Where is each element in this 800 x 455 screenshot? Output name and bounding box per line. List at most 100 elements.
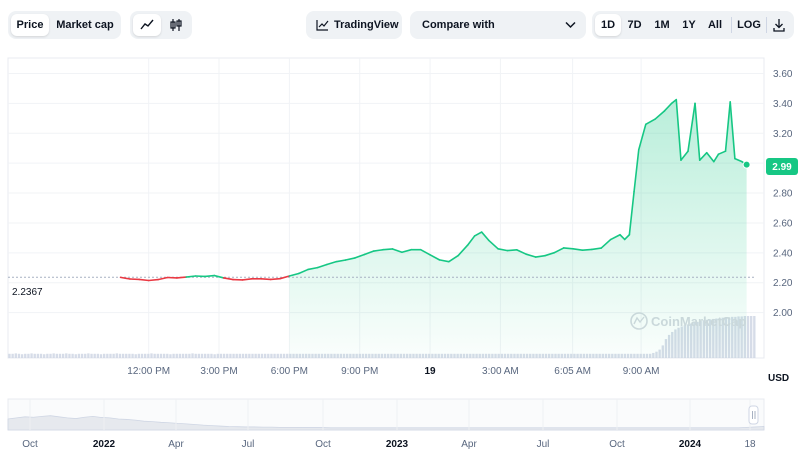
volume-bar bbox=[611, 353, 614, 358]
volume-bar bbox=[639, 353, 642, 358]
tradingview-label: TradingView bbox=[334, 19, 399, 31]
candlestick-button[interactable] bbox=[162, 14, 190, 36]
price-line-segment bbox=[712, 153, 720, 163]
price-line-segment bbox=[609, 233, 621, 241]
volume-bar bbox=[52, 353, 55, 358]
volume-bar bbox=[661, 345, 664, 358]
volume-bar bbox=[134, 354, 137, 358]
volume-bar bbox=[415, 353, 418, 358]
range-1m[interactable]: 1M bbox=[654, 19, 670, 31]
volume-bar bbox=[418, 353, 421, 358]
volume-bar bbox=[308, 353, 311, 358]
volume-bar bbox=[238, 353, 242, 358]
overview-range-handle[interactable] bbox=[748, 405, 759, 425]
volume-bar bbox=[380, 353, 384, 358]
volume-bar bbox=[235, 353, 238, 358]
volume-bar bbox=[248, 353, 251, 358]
volume-bar bbox=[175, 353, 178, 358]
volume-bar bbox=[623, 353, 627, 358]
y-tick-label: 3.60 bbox=[773, 69, 793, 80]
price-line-segment bbox=[354, 253, 366, 259]
volume-bar bbox=[459, 353, 462, 358]
line-chart-button[interactable] bbox=[133, 14, 161, 36]
range-1y[interactable]: 1Y bbox=[682, 19, 696, 31]
volume-bar bbox=[402, 353, 406, 358]
volume-bar bbox=[327, 353, 330, 358]
volume-bar bbox=[368, 353, 371, 358]
volume-bar bbox=[49, 353, 52, 358]
overview-x-tick-label: 2022 bbox=[93, 439, 116, 450]
price-line-segment bbox=[562, 247, 574, 250]
volume-bar bbox=[387, 353, 390, 358]
volume-bar bbox=[289, 353, 292, 358]
volume-bar bbox=[437, 353, 440, 358]
volume-bar bbox=[273, 353, 276, 358]
volume-bar bbox=[749, 316, 753, 358]
download-button[interactable] bbox=[768, 14, 790, 36]
volume-bar bbox=[535, 353, 538, 358]
volume-bar bbox=[592, 353, 595, 358]
volume-bar bbox=[636, 353, 639, 358]
range-7d[interactable]: 7D bbox=[627, 19, 642, 31]
volume-bar bbox=[106, 353, 109, 358]
volume-bar bbox=[431, 353, 434, 358]
volume-bar bbox=[648, 353, 652, 358]
volume-bar bbox=[295, 353, 298, 358]
volume-bar bbox=[503, 353, 507, 358]
volume-bar bbox=[361, 353, 365, 358]
volume-bar bbox=[598, 353, 601, 358]
volume-bar bbox=[263, 353, 267, 358]
volume-bar bbox=[718, 318, 721, 358]
volume-bar bbox=[573, 353, 576, 358]
price-line-segment bbox=[734, 157, 743, 163]
price-line-segment bbox=[391, 248, 403, 254]
price-line-segment bbox=[372, 248, 384, 252]
range-all[interactable]: All bbox=[707, 19, 723, 31]
volume-bar bbox=[731, 316, 734, 358]
overview-sparkline bbox=[7, 399, 765, 431]
tradingview-button[interactable]: TradingView bbox=[306, 11, 402, 39]
tab-price[interactable]: Price bbox=[11, 14, 49, 36]
volume-bar bbox=[671, 331, 674, 358]
price-line-segment bbox=[670, 98, 678, 105]
compare-with-dropdown[interactable]: Compare with bbox=[410, 11, 586, 39]
volume-bar bbox=[267, 353, 270, 358]
volume-bar bbox=[696, 321, 699, 358]
current-price-dot bbox=[742, 160, 751, 169]
volume-bar bbox=[311, 353, 314, 358]
log-toggle[interactable]: LOG bbox=[737, 19, 761, 31]
y-tick-label: 3.40 bbox=[773, 99, 793, 110]
open-price-label: 2.2367 bbox=[12, 287, 43, 298]
volume-bar bbox=[245, 353, 248, 358]
volume-bar bbox=[516, 353, 519, 358]
volume-bar bbox=[428, 353, 431, 358]
volume-bar bbox=[102, 353, 106, 358]
volume-bar bbox=[279, 353, 283, 358]
volume-bar bbox=[462, 353, 466, 358]
tab-market-cap[interactable]: Market cap bbox=[56, 19, 114, 31]
volume-bar bbox=[529, 353, 532, 358]
volume-bar bbox=[715, 318, 718, 358]
compare-with-label: Compare with bbox=[422, 19, 495, 31]
volume-bar bbox=[181, 353, 185, 358]
volume-bar bbox=[693, 322, 696, 358]
volume-bar bbox=[519, 353, 522, 358]
volume-bar bbox=[469, 353, 472, 358]
volume-bar bbox=[440, 353, 444, 358]
volume-bar bbox=[320, 353, 324, 358]
range-1d[interactable]: 1D bbox=[595, 14, 621, 36]
volume-bar bbox=[525, 353, 529, 358]
price-line-segment bbox=[687, 102, 696, 152]
price-line-segment bbox=[724, 101, 732, 152]
volume-bar bbox=[620, 353, 623, 358]
volume-bar bbox=[393, 353, 396, 358]
volume-bar bbox=[538, 353, 541, 358]
watermark-text: CoinMarketCap bbox=[651, 314, 746, 329]
price-area-fill bbox=[289, 99, 747, 358]
volume-bar bbox=[99, 354, 103, 358]
y-tick-label: 2.60 bbox=[773, 218, 793, 229]
volume-bar bbox=[58, 353, 62, 358]
volume-bar bbox=[358, 353, 361, 358]
volume-bar bbox=[323, 353, 327, 358]
